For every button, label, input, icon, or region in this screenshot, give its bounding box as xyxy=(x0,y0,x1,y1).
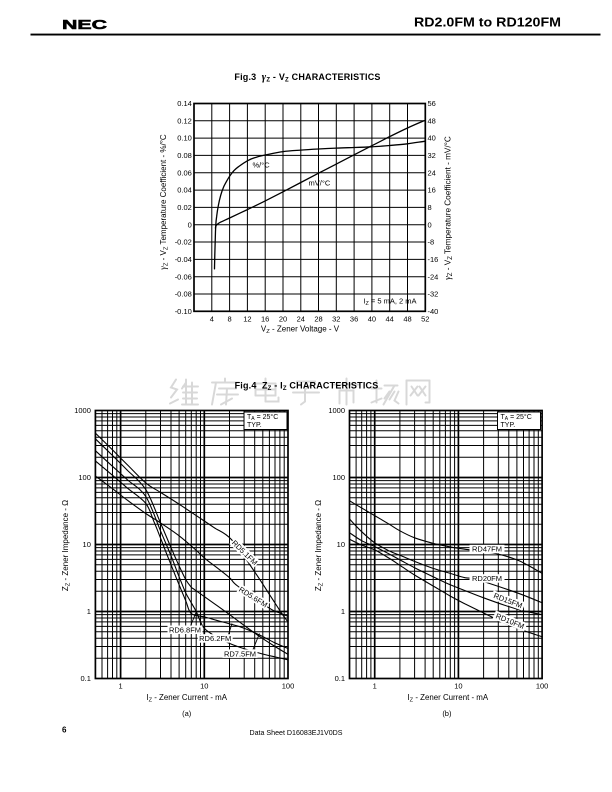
svg-text:mV/°C: mV/°C xyxy=(309,179,331,188)
svg-text:VZ​ - Zener Voltage - V: VZ​ - Zener Voltage - V xyxy=(261,325,340,335)
svg-text:Data Sheet D16083EJ1V0DS: Data Sheet D16083EJ1V0DS xyxy=(249,729,342,737)
svg-text:0.1: 0.1 xyxy=(80,674,90,683)
svg-text:%/°C: %/°C xyxy=(253,161,271,170)
svg-text:10: 10 xyxy=(83,540,91,549)
svg-text:TA = 25°C: TA = 25°C xyxy=(501,413,532,422)
svg-text:10: 10 xyxy=(454,682,462,691)
svg-text:44: 44 xyxy=(386,315,394,324)
svg-text:0.1: 0.1 xyxy=(335,674,345,683)
svg-text:40: 40 xyxy=(368,315,376,324)
svg-text:1: 1 xyxy=(373,682,377,691)
svg-text:RD5.6FM: RD5.6FM xyxy=(237,585,269,610)
svg-text:RD20FM: RD20FM xyxy=(472,574,502,583)
svg-text:100: 100 xyxy=(332,473,345,482)
svg-text:6: 6 xyxy=(62,726,67,735)
svg-text:1: 1 xyxy=(87,607,91,616)
svg-text:8: 8 xyxy=(228,315,232,324)
svg-text:20: 20 xyxy=(279,315,287,324)
svg-text:36: 36 xyxy=(350,315,358,324)
svg-text:TYP.: TYP. xyxy=(501,422,516,429)
svg-text:1000: 1000 xyxy=(328,406,345,415)
svg-text:32: 32 xyxy=(332,315,340,324)
svg-text:-0.04: -0.04 xyxy=(175,255,192,264)
svg-text:ZZ​ - Zener Impedance - Ω: ZZ​ - Zener Impedance - Ω xyxy=(61,500,71,591)
svg-text:TA = 25°C: TA = 25°C xyxy=(247,413,278,422)
svg-text:-32: -32 xyxy=(428,290,439,299)
svg-text:-0.06: -0.06 xyxy=(175,272,192,281)
svg-text:ZZ​ - Zener Impedance - Ω: ZZ​ - Zener Impedance - Ω xyxy=(314,500,324,591)
svg-text:40: 40 xyxy=(428,134,436,143)
svg-text:100: 100 xyxy=(78,473,91,482)
svg-text:0.12: 0.12 xyxy=(177,116,192,125)
svg-text:0.08: 0.08 xyxy=(177,151,192,160)
svg-text:RD47FM: RD47FM xyxy=(472,545,502,554)
svg-text:Fig.4 ZZ - IZ CHARACTERISTICS: Fig.4 ZZ - IZ CHARACTERISTICS xyxy=(235,381,379,392)
svg-text:TYP.: TYP. xyxy=(247,422,262,429)
svg-text:4: 4 xyxy=(210,315,214,324)
svg-text:(b): (b) xyxy=(442,709,452,718)
svg-text:RD2.0FM to RD120FM: RD2.0FM to RD120FM xyxy=(414,15,561,30)
svg-text:1: 1 xyxy=(119,682,123,691)
svg-text:-40: -40 xyxy=(428,307,439,316)
svg-text:56: 56 xyxy=(428,99,436,108)
svg-text:0: 0 xyxy=(188,220,192,229)
svg-text:0.10: 0.10 xyxy=(177,134,192,143)
svg-text:24: 24 xyxy=(428,168,436,177)
svg-text:-0.08: -0.08 xyxy=(175,290,192,299)
svg-text:γZ - VZ Temperature Coefficien: γZ - VZ Temperature Coefficient - %/°C xyxy=(158,134,169,270)
svg-text:-0.10: -0.10 xyxy=(175,307,192,316)
svg-text:RD6.2FM: RD6.2FM xyxy=(199,634,231,643)
svg-text:100: 100 xyxy=(536,682,549,691)
svg-text:-0.02: -0.02 xyxy=(175,238,192,247)
svg-text:24: 24 xyxy=(297,315,305,324)
svg-text:0.14: 0.14 xyxy=(177,99,192,108)
svg-text:0: 0 xyxy=(428,220,432,229)
svg-text:16: 16 xyxy=(428,186,436,195)
svg-text:48: 48 xyxy=(428,116,436,125)
svg-text:8: 8 xyxy=(428,203,432,212)
svg-text:NEC: NEC xyxy=(62,17,108,32)
svg-text:Fig.3 γZ - VZ CHARACTERISTICS: Fig.3 γZ - VZ CHARACTERISTICS xyxy=(234,72,380,83)
svg-text:12: 12 xyxy=(243,315,251,324)
svg-text:0.02: 0.02 xyxy=(177,203,192,212)
svg-text:48: 48 xyxy=(403,315,411,324)
svg-text:-16: -16 xyxy=(428,255,439,264)
svg-text:IZ​ = 5 mA, 2 mA: IZ​ = 5 mA, 2 mA xyxy=(363,297,416,307)
svg-text:100: 100 xyxy=(282,682,295,691)
svg-text:-24: -24 xyxy=(428,272,439,281)
svg-text:10: 10 xyxy=(337,540,345,549)
svg-text:0.04: 0.04 xyxy=(177,186,192,195)
svg-text:32: 32 xyxy=(428,151,436,160)
svg-text:1000: 1000 xyxy=(74,406,91,415)
svg-text:52: 52 xyxy=(421,315,429,324)
svg-text:(a): (a) xyxy=(182,709,192,718)
svg-text:RD6.8FM: RD6.8FM xyxy=(169,625,201,634)
svg-text:RD7.5FM: RD7.5FM xyxy=(224,649,256,658)
svg-text:IZ​ - Zener Current - mA: IZ​ - Zener Current - mA xyxy=(407,693,488,703)
svg-text:1: 1 xyxy=(341,607,345,616)
svg-text:IZ​ - Zener Current - mA: IZ​ - Zener Current - mA xyxy=(146,693,227,703)
svg-text:10: 10 xyxy=(200,682,208,691)
svg-text:0.06: 0.06 xyxy=(177,168,192,177)
svg-text:γZ - VZ Temperature Coefficien: γZ - VZ Temperature Coefficient - mV/°C xyxy=(443,136,454,280)
svg-text:-8: -8 xyxy=(428,238,435,247)
svg-text:28: 28 xyxy=(314,315,322,324)
svg-text:16: 16 xyxy=(261,315,269,324)
